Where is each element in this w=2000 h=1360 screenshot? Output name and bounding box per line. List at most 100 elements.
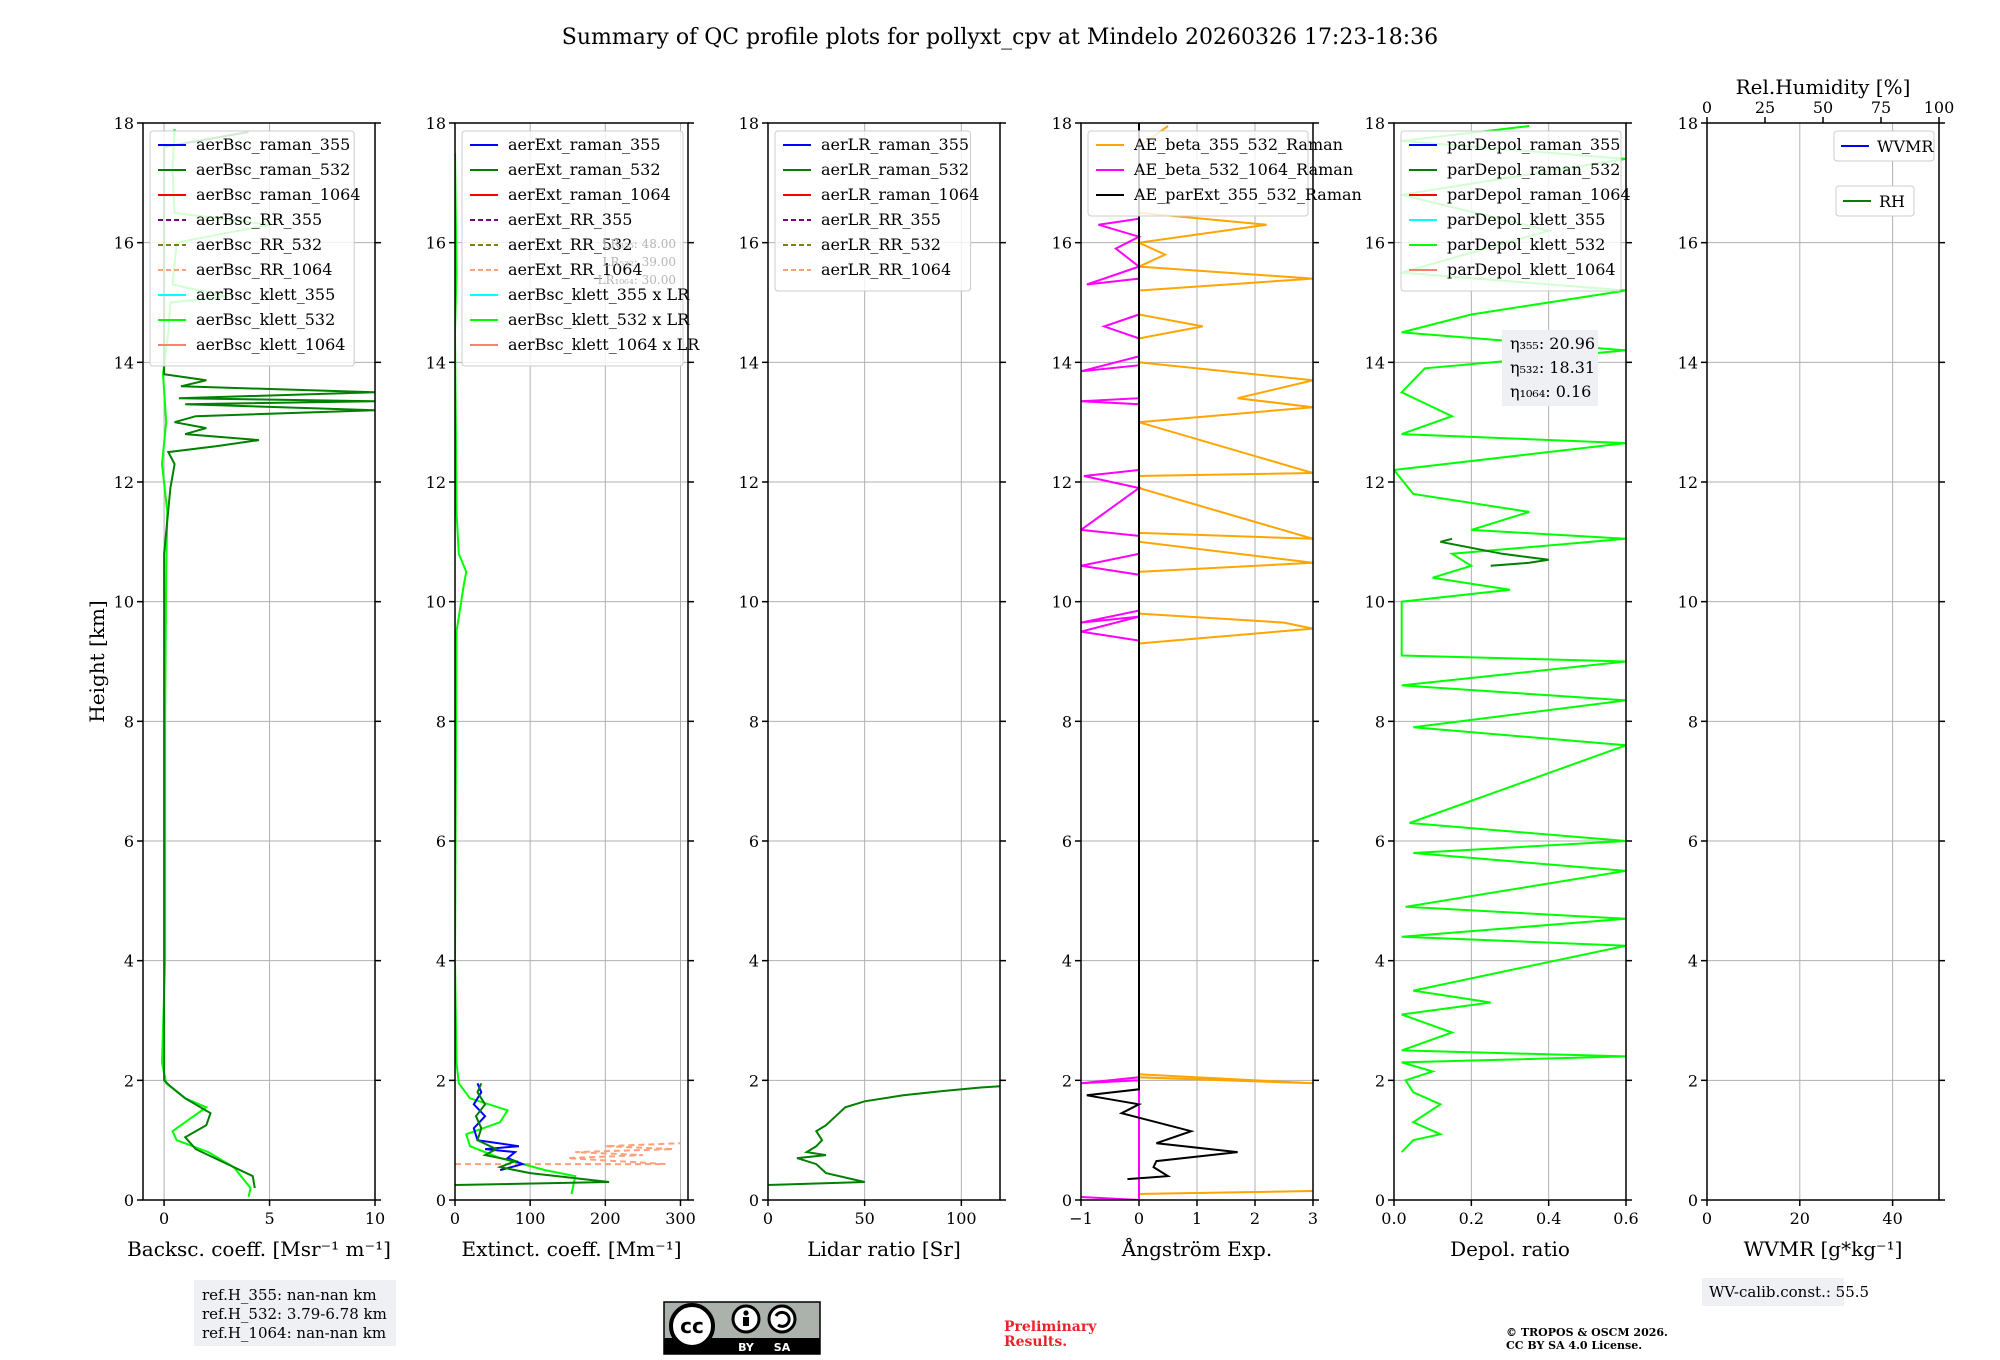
legend: parDepol_raman_355 parDepol_raman_532 parD… <box>1400 130 1631 292</box>
y-tick-label: 14 <box>114 353 134 372</box>
y-tick-label: 14 <box>426 353 446 372</box>
cc-icon-label: cc <box>680 1314 704 1338</box>
eta-label: η₃₅₅: 20.96 <box>1510 334 1595 353</box>
y-tick-label: 6 <box>1375 832 1385 851</box>
legend-entry: parDepol_raman_1064 <box>1447 185 1631 204</box>
y-tick-label: 4 <box>749 952 759 971</box>
legend-entry: aerBsc_klett_355 <box>196 285 335 304</box>
y-tick-label: 10 <box>1052 593 1072 612</box>
top-x-tick-label: 25 <box>1755 98 1775 117</box>
wv-calib-background <box>1702 1278 1844 1306</box>
legend-frame <box>149 130 355 367</box>
y-tick-label: 4 <box>1062 952 1072 971</box>
legend-entry: aerBsc_klett_1064 <box>196 335 345 354</box>
y-tick-label: 4 <box>1375 952 1385 971</box>
y-tick-label: 8 <box>1062 712 1072 731</box>
by-icon-body <box>743 1317 749 1326</box>
y-tick-label: 10 <box>1678 593 1698 612</box>
y-tick-label: 18 <box>1678 114 1698 133</box>
top-x-tick-label: 100 <box>1924 98 1955 117</box>
y-tick-label: 12 <box>1678 473 1698 492</box>
y-tick-label: 14 <box>1365 353 1385 372</box>
x-tick-label: 300 <box>665 1209 696 1228</box>
ref-height-532: ref.H_532: 3.79-6.78 km <box>202 1305 387 1323</box>
y-tick-label: 16 <box>114 234 134 253</box>
license-sa-label: SA <box>774 1341 791 1354</box>
x-tick-label: 3 <box>1308 1209 1318 1228</box>
series-aerExt_RR_1064 <box>455 1142 681 1166</box>
series-aerBsc_raman_532 <box>163 131 375 1189</box>
legend-frame <box>774 130 972 292</box>
y-tick-label: 0 <box>749 1191 759 1210</box>
legend-entry: aerExt_raman_532 <box>508 160 661 179</box>
legend-entry: aerBsc_klett_1064 x LR <box>508 335 700 354</box>
y-tick-label: 8 <box>749 712 759 731</box>
y-tick-label: 12 <box>114 473 134 492</box>
plot-frame <box>142 122 376 1201</box>
legend-entry: AE_parExt_355_532_Raman <box>1133 185 1362 204</box>
lr-label: LR₁₀₆₄: 30.00 <box>598 273 676 287</box>
y-tick-label: 2 <box>749 1071 759 1090</box>
legend-entry: aerLR_RR_1064 <box>821 260 951 279</box>
legend-rh-label: RH <box>1879 192 1905 211</box>
legend-entry: aerLR_raman_355 <box>821 135 969 154</box>
legend-entry: aerBsc_klett_532 <box>196 310 335 329</box>
legend-entry: aerExt_raman_1064 <box>508 185 671 204</box>
y-tick-label: 12 <box>426 473 446 492</box>
x-axis-label: Ångström Exp. <box>1121 1236 1272 1261</box>
x-axis-label: Depol. ratio <box>1450 1237 1570 1261</box>
lr-label: LR₃₅₅: 48.00 <box>602 237 676 251</box>
legend-entry: aerBsc_raman_1064 <box>196 185 361 204</box>
y-tick-label: 8 <box>124 712 134 731</box>
legend-entry: aerBsc_RR_355 <box>196 210 322 229</box>
legend-entry: parDepol_klett_532 <box>1447 235 1605 254</box>
y-tick-label: 0 <box>1062 1191 1072 1210</box>
copyright-line-1: © TROPOS & OSCM 2026. <box>1506 1326 1668 1339</box>
eta-label: η₁₀₆₄: 0.16 <box>1510 382 1591 401</box>
x-axis-label: Extinct. coeff. [Mm⁻¹] <box>461 1237 681 1261</box>
eta-label: η₅₃₂: 18.31 <box>1510 358 1595 377</box>
legend-entry: aerBsc_klett_532 x LR <box>508 310 690 329</box>
legend-entry: parDepol_raman_532 <box>1447 160 1620 179</box>
y-tick-label: 6 <box>1688 832 1698 851</box>
lr-label: LR₅₃₂: 39.00 <box>602 255 676 269</box>
legend-entry: aerBsc_raman_355 <box>196 135 350 154</box>
y-tick-label: 14 <box>1678 353 1698 372</box>
legend-wvmr-frame <box>1833 130 1935 162</box>
legend-entry: aerBsc_klett_355 x LR <box>508 285 690 304</box>
x-tick-label: 100 <box>946 1209 977 1228</box>
x-tick-label: 0.6 <box>1613 1209 1638 1228</box>
panel-depolarization: 0 2 4 6 8 10 12 14 16 18 0.0 0.2 0.4 0.6 Depol. ratio p… <box>1365 114 1639 1261</box>
legend-rh-frame <box>1835 185 1915 217</box>
reference-heights-box: ref.H_355: nan-nan km ref.H_532: 3.79-6.… <box>194 1280 396 1346</box>
y-tick-label: 0 <box>1375 1191 1385 1210</box>
y-tick-label: 16 <box>426 234 446 253</box>
y-tick-label: 14 <box>1052 353 1072 372</box>
y-tick-label: 18 <box>426 114 446 133</box>
y-tick-label: 2 <box>124 1071 134 1090</box>
reference-heights-background <box>194 1280 396 1346</box>
legend-frame <box>1087 130 1309 217</box>
legend: AE_beta_355_532_Raman AE_beta_532_1064_Ra… <box>1087 130 1362 217</box>
series-aerLR_raman_532 <box>768 1085 1000 1186</box>
y-tick-label: 6 <box>124 832 134 851</box>
y-tick-label: 2 <box>1062 1071 1072 1090</box>
y-tick-label: 8 <box>436 712 446 731</box>
x-tick-label: 2 <box>1250 1209 1260 1228</box>
plot-frame <box>1393 122 1627 1201</box>
legend-entry: aerLR_RR_355 <box>821 210 941 229</box>
y-tick-label: 10 <box>426 593 446 612</box>
legend-wvmr-label: WVMR <box>1877 137 1934 156</box>
y-tick-label: 0 <box>124 1191 134 1210</box>
cc-icon <box>669 1303 715 1349</box>
y-tick-label: 12 <box>1052 473 1072 492</box>
x-tick-label: −1 <box>1069 1209 1093 1228</box>
preliminary-label-1: Preliminary <box>1004 1319 1097 1335</box>
ref-height-355: ref.H_355: nan-nan km <box>202 1286 377 1304</box>
x-axis-label: Backsc. coeff. [Msr⁻¹ m⁻¹] <box>127 1237 391 1261</box>
legend-entry: AE_beta_355_532_Raman <box>1133 135 1343 154</box>
x-tick-label: 40 <box>1882 1209 1902 1228</box>
cc-by-sa-badge[interactable]: cc BY SA <box>663 1301 821 1355</box>
